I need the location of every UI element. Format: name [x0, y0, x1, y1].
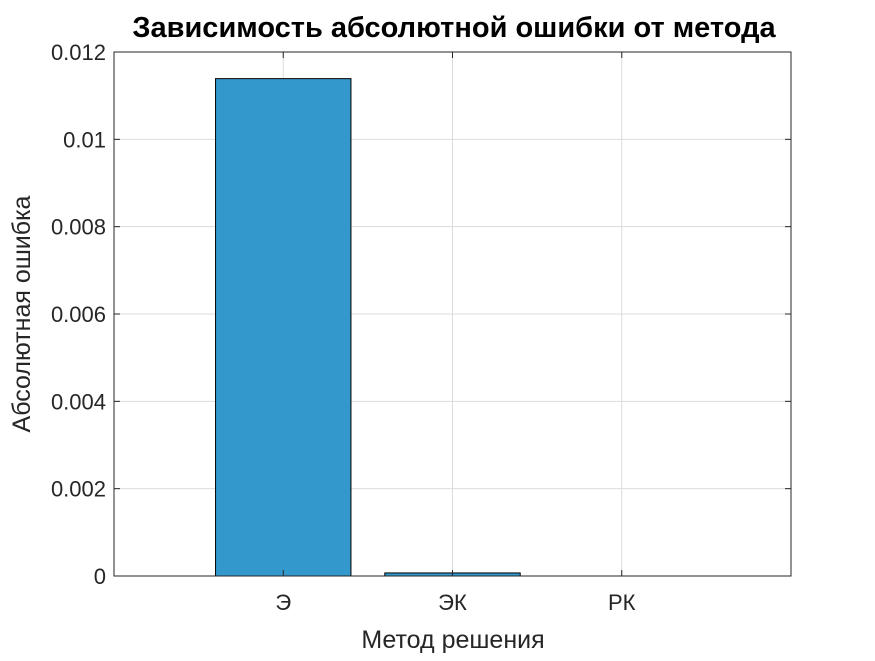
- chart-title: Зависимость абсолютной ошибки от метода: [132, 12, 776, 44]
- y-tick-label-1: 0.002: [51, 477, 106, 502]
- tick-layer: 0 0.002 0.004 0.006 0.008 0.01 0.012 Э ЭК РК: [51, 40, 791, 615]
- bar-0: [215, 78, 352, 577]
- y-tick-label-4: 0.008: [51, 215, 106, 240]
- bar-layer: [215, 78, 521, 577]
- y-tick-label-6: 0.012: [51, 40, 106, 65]
- y-tick-label-2: 0.004: [51, 389, 106, 414]
- y-tick-label-3: 0.006: [51, 302, 106, 327]
- y-axis-label: Абсолютная ошибка: [8, 195, 36, 432]
- x-axis-label: Метод решения: [361, 626, 544, 654]
- y-tick-label-0: 0: [94, 564, 106, 589]
- x-tick-label-2: РК: [608, 590, 636, 615]
- x-tick-label-1: ЭК: [438, 590, 467, 615]
- x-tick-label-0: Э: [275, 590, 291, 615]
- y-tick-label-5: 0.01: [63, 127, 106, 152]
